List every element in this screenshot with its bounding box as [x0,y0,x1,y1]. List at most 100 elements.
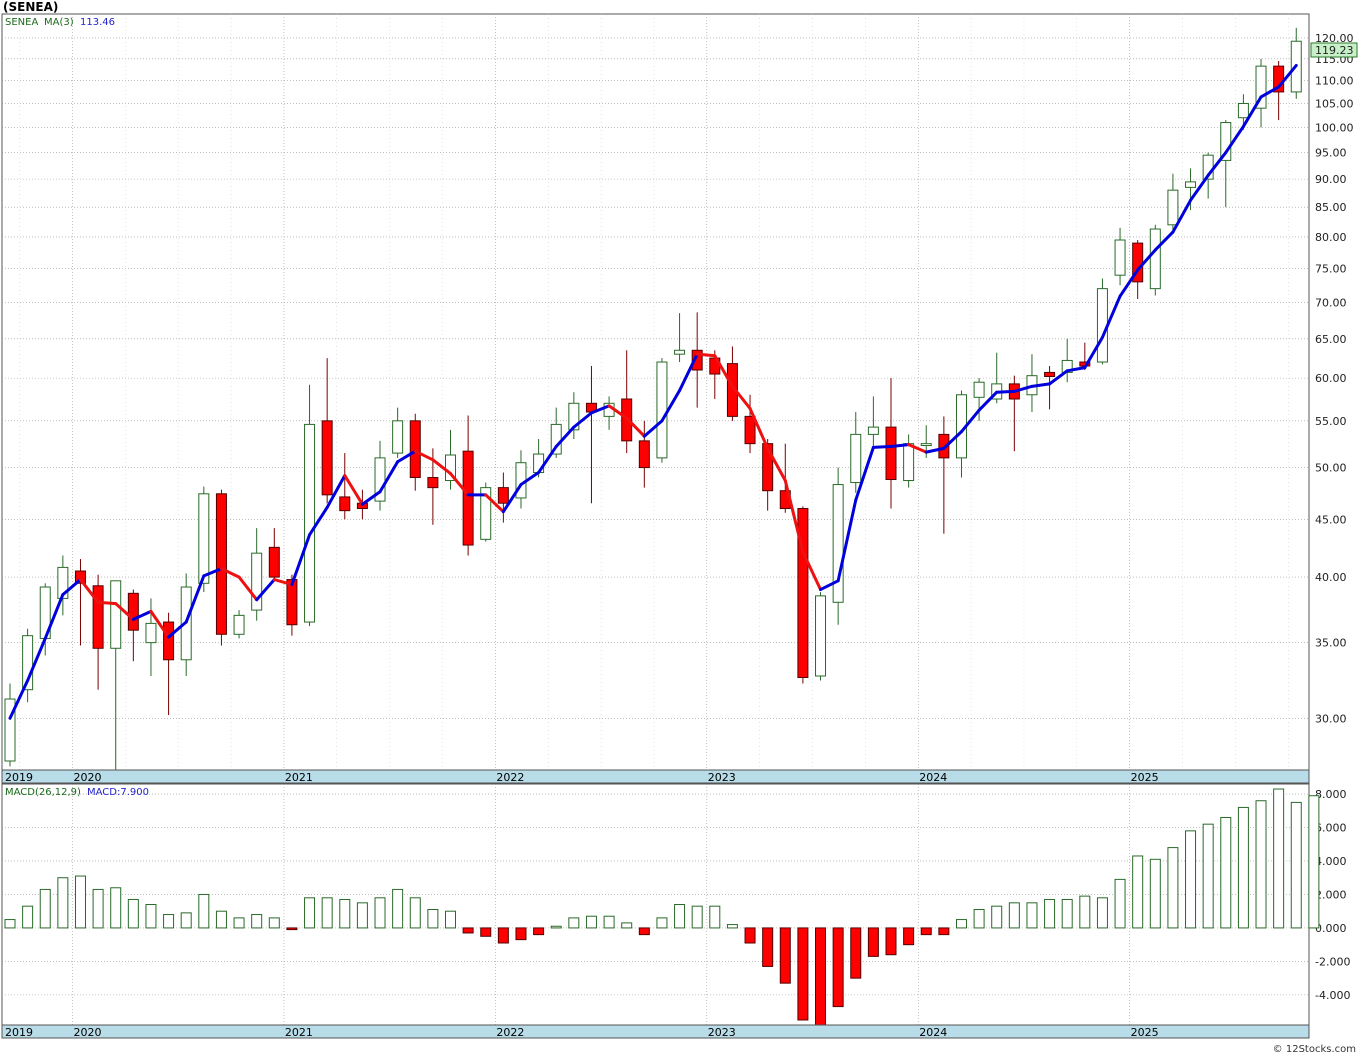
candle [1044,366,1056,410]
candle-body [321,420,333,496]
ma-segment [413,449,435,462]
candle [233,610,245,639]
macd-bar [1114,878,1126,929]
candle [850,411,862,493]
year-label: 2022 [496,771,524,784]
year-label: 2021 [285,1026,313,1039]
macd-bar [1096,897,1108,929]
candle-body [233,614,245,635]
macd-bar [1132,855,1144,929]
ma-segment [1241,95,1263,128]
ma-segment [219,567,241,579]
candle [973,378,985,421]
macd-bar [656,917,668,929]
ma-segment [907,443,928,454]
ma-segment [678,352,699,393]
candle-body [145,622,157,644]
candle-body [1044,371,1056,377]
candle-body [1096,288,1108,363]
macd-bar [973,909,985,929]
ma-segment [995,389,1016,394]
ma-segment [554,425,576,448]
price-tick-label: 100.00 [1315,121,1354,134]
macd-bar [74,875,86,929]
ma-segment [114,602,135,621]
macd-bar [621,922,633,929]
ma-segment [1259,85,1281,99]
candle-body [497,487,509,504]
macd-bar [445,910,456,929]
candle [1167,173,1179,234]
candle-body [409,420,421,479]
macd-bar [92,888,104,929]
candle [867,396,879,449]
macd-bar [815,927,827,1029]
macd-bar [533,927,545,936]
year-label: 2019 [5,1026,33,1039]
macd-bar [691,905,703,929]
candle-body [110,580,122,649]
macd-bar [1290,801,1302,929]
macd-bar [4,919,16,929]
candle [815,592,827,681]
ma-segment [255,578,276,602]
ma-segment [1100,294,1122,339]
macd-bar [1237,806,1249,929]
macd-bar [304,897,316,929]
candle [163,612,175,716]
ma-segment [1048,369,1069,386]
ma-segment [1224,124,1245,155]
macd-tick-label: 2.000 [1315,888,1347,901]
candle [691,312,703,408]
candle-body [726,363,738,417]
price-tick-label: 95.00 [1315,147,1347,160]
year-label: 2023 [708,771,736,784]
ma-segment [836,498,858,583]
ma-segment [819,579,840,592]
macd-bar [145,904,157,929]
candle-body [22,635,34,691]
macd-bar [920,927,932,936]
ma-segment [1189,173,1210,202]
macd-panel: 8.000 6.000 4.000 2.000 0.000 -2.000 -4.000 MA… [1,783,1350,1029]
ma-segment [378,460,400,494]
candle-body [480,487,492,540]
last-price-badge [1310,42,1358,58]
candle-body [339,496,351,512]
year-labels-bottom: 2019 2020 2021 2022 2023 2024 2025 [5,1026,1159,1039]
macd-bar [427,909,439,929]
ma-segment [343,474,364,506]
candle [374,440,386,511]
ma-segment [1065,366,1087,373]
macd-bar [215,910,227,929]
macd-bar [57,877,69,929]
macd-legend-value: MACD:7.900 [87,787,149,798]
ma-segment [202,567,223,578]
candle-body [691,349,703,371]
candle [480,482,492,542]
macd-bar [339,898,351,929]
candle [251,528,263,621]
ma-segment [942,430,963,450]
candle-body [1185,181,1197,188]
macd-bar [480,927,492,937]
candle-body [304,423,316,623]
ma-segment [8,679,30,720]
macd-bar [585,915,597,929]
candle-body [1114,239,1126,276]
candle-body [1237,102,1249,119]
macd-bar [603,915,615,929]
ma-segment [290,533,312,587]
candle-body [374,457,386,502]
moving-average-line [8,63,1298,720]
candle-body [568,402,580,431]
candle [638,420,650,488]
candle [1220,120,1232,208]
ma-segment [959,408,981,434]
macd-tick-label: 4.000 [1315,855,1347,868]
candle-body [973,381,985,398]
copyright-credit: © 12Stocks.com [1273,1044,1356,1055]
ma-segment [625,416,646,438]
ma-segment [149,609,171,639]
